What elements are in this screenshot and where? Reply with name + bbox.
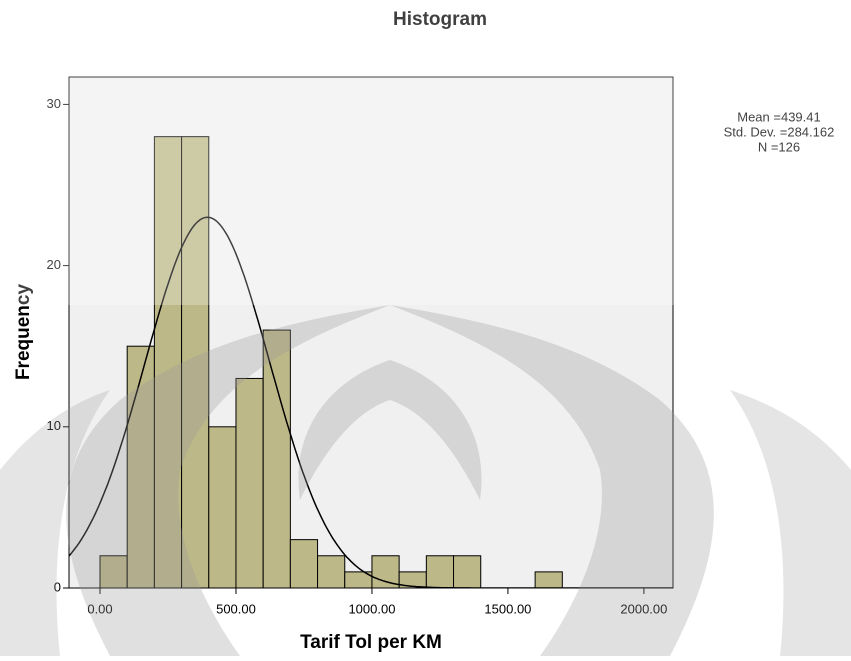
y-tick-label: 0 <box>54 579 61 594</box>
x-tick-label: 2000.00 <box>620 601 667 616</box>
x-axis-label: Tarif Tol per KM <box>300 632 442 653</box>
chart-title: Histogram <box>393 9 487 30</box>
bar <box>209 427 236 588</box>
bar <box>182 137 209 588</box>
bar <box>127 346 154 588</box>
x-tick-label: 0.00 <box>87 601 112 616</box>
chart: Histogram Tarif Tol per KM Frequency Mea… <box>0 0 851 656</box>
y-tick-label: 20 <box>47 257 61 272</box>
stat-text: N =126 <box>758 139 800 154</box>
x-tick-label: 1500.00 <box>484 601 531 616</box>
stat-text: Mean =439.41 <box>737 109 820 124</box>
bar <box>535 572 562 588</box>
bar <box>236 378 263 588</box>
bar <box>318 556 345 588</box>
bar <box>426 556 453 588</box>
bar <box>154 137 181 588</box>
bar <box>454 556 481 588</box>
x-tick-label: 1000.00 <box>348 601 395 616</box>
bar <box>290 540 317 588</box>
y-tick-label: 30 <box>47 96 61 111</box>
bar <box>100 556 127 588</box>
bar <box>263 330 290 588</box>
stat-text: Std. Dev. =284.162 <box>724 124 835 139</box>
watermark-shape <box>730 390 851 656</box>
y-axis-label: Frequency <box>13 284 34 381</box>
y-tick-label: 10 <box>47 418 61 433</box>
x-tick-label: 500.00 <box>216 601 256 616</box>
